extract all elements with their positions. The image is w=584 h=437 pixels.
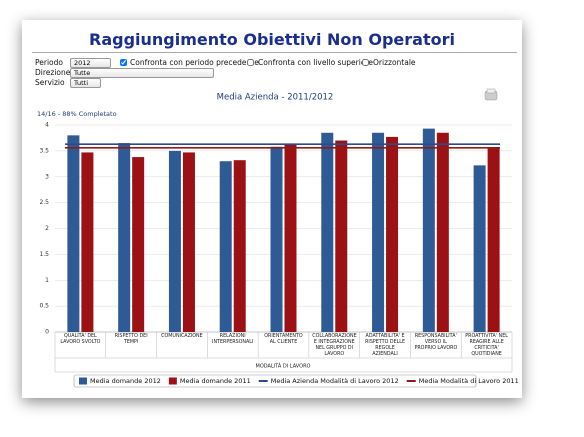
bar: [284, 144, 297, 332]
direzione-select[interactable]: Tutte: [70, 68, 214, 78]
checkbox-label[interactable]: Orizzontale: [373, 58, 416, 67]
bar: [270, 146, 283, 332]
divider: [32, 52, 517, 53]
bar: [422, 128, 435, 332]
servizio-label: Servizio: [35, 78, 65, 87]
direzione-label: Direzione: [35, 68, 71, 77]
print-icon-paper: [486, 88, 496, 94]
y-tick-label: 0: [45, 329, 49, 336]
bar: [233, 160, 246, 332]
x-tick-label: RESPONSABILITA' VERSO IL PROPRIO LAVORO: [414, 334, 458, 351]
bar: [118, 143, 131, 332]
checkbox-label[interactable]: Confronta con livello superiore: [258, 58, 373, 67]
bar: [81, 152, 94, 332]
x-tick-label: ORIENTAMENTO AL CLIENTE: [264, 334, 303, 345]
y-tick-label: 0.5: [39, 303, 49, 310]
bar: [473, 165, 486, 332]
legend-label: Media Modalità di Lavoro 2011: [419, 377, 519, 385]
y-tick-label: 4: [45, 122, 49, 129]
checkbox[interactable]: [247, 59, 254, 66]
y-tick-label: 2.5: [39, 199, 49, 206]
period-select[interactable]: 2012: [70, 58, 111, 68]
bar: [487, 148, 500, 332]
bar: [335, 140, 348, 332]
bar: [182, 152, 195, 332]
y-tick-label: 3: [45, 173, 49, 180]
bar: [321, 132, 334, 332]
servizio-select[interactable]: Tutti: [70, 78, 101, 88]
checkbox[interactable]: [120, 59, 127, 66]
legend-label: Media domande 2012: [90, 377, 161, 385]
x-tick-label: COLLABORAZIONE E INTEGRAZIONE NEL GRUPPO…: [312, 334, 357, 357]
legend-swatch: [79, 377, 87, 385]
y-tick-label: 2: [45, 225, 49, 232]
x-tick-label: RELAZIONI INTERPERSONALI: [212, 334, 254, 345]
x-tick-label: COMUNICAZIONE: [161, 334, 203, 339]
chart-title: Media Azienda - 2011/2012: [217, 93, 334, 103]
x-tick-label: RISPETTO DEI TEMPI: [114, 334, 148, 345]
y-tick-label: 1.5: [39, 251, 49, 258]
x-tick-label: PROATTIVITA' NEL REAGIRE ALLE CRITICITA'…: [465, 334, 508, 357]
bar: [386, 136, 399, 332]
legend-label: Media domande 2011: [180, 377, 251, 385]
x-tick-label: ADATTABILITA' E RISPETTO DELLE REGOLE AZ…: [365, 334, 405, 357]
bar: [168, 150, 181, 332]
bar: [67, 135, 80, 332]
page-title: Raggiungimento Obiettivi Non Operatori: [89, 30, 455, 49]
period-label: Periodo: [35, 58, 63, 67]
bar: [219, 161, 232, 332]
y-tick-label: 3.5: [39, 147, 49, 154]
checkbox-label[interactable]: Confronta con periodo precedente: [130, 58, 259, 67]
legend-swatch: [168, 377, 177, 385]
bar: [436, 132, 449, 332]
bar: [372, 132, 385, 332]
x-tick-label: QUALITA' DEL LAVORO SVOLTO: [60, 334, 101, 345]
x-axis-label: MODALITÀ DI LAVORO: [256, 363, 311, 370]
chart-subtitle: 14/16 - 88% Completato: [37, 110, 117, 118]
y-tick-label: 1: [45, 277, 49, 284]
bar: [132, 157, 145, 332]
print-button[interactable]: [484, 88, 498, 101]
checkbox[interactable]: [362, 59, 369, 66]
legend-label: Media Azienda Modalità di Lavoro 2012: [271, 377, 399, 385]
